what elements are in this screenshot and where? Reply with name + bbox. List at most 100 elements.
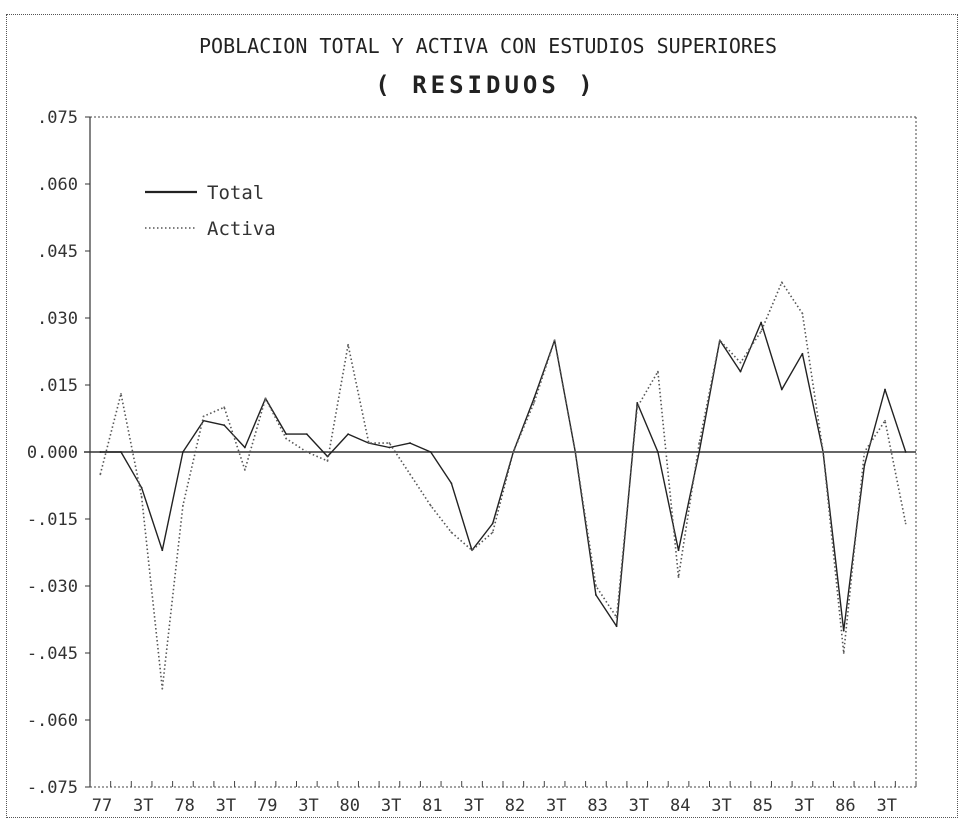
data-point-activa — [120, 393, 122, 395]
data-point-activa — [698, 442, 701, 444]
data-point-activa — [512, 451, 515, 453]
data-point-activa — [99, 473, 102, 476]
data-point-activa — [574, 451, 577, 453]
data-point-activa — [367, 442, 370, 444]
data-point-activa — [863, 451, 866, 453]
data-point-activa — [884, 419, 886, 422]
data-point-activa — [904, 522, 907, 525]
y-tick-label: .060 — [37, 175, 78, 195]
x-tick-label: 78 — [174, 796, 194, 816]
data-point-total — [842, 629, 845, 632]
x-tick-label: 3T — [876, 796, 896, 816]
data-point-total — [182, 451, 184, 453]
chart-frame — [6, 14, 958, 818]
y-tick-label: .045 — [37, 242, 78, 262]
data-point-activa — [533, 401, 535, 404]
data-point-activa — [842, 652, 845, 654]
y-tick-label: -.045 — [27, 644, 78, 664]
y-tick-label: .075 — [37, 108, 78, 128]
x-tick-label: 3T — [629, 796, 649, 816]
data-point-total — [760, 321, 763, 324]
x-tick-label: 3T — [298, 796, 318, 816]
data-point-total — [533, 397, 535, 400]
x-tick-label: 82 — [505, 796, 525, 816]
data-point-activa — [450, 531, 453, 534]
x-tick-label: 85 — [753, 796, 773, 816]
data-point-activa — [243, 468, 246, 471]
data-point-activa — [285, 437, 288, 440]
x-tick-label: 3T — [133, 796, 153, 816]
legend-label-activa: Activa — [207, 218, 276, 240]
data-point-activa — [760, 330, 763, 333]
data-point-total — [120, 451, 122, 453]
data-point-total — [305, 433, 308, 436]
legend-label-total: Total — [207, 182, 264, 204]
data-point-total — [780, 388, 783, 391]
data-point-activa — [677, 576, 680, 578]
data-point-activa — [347, 343, 350, 346]
data-point-activa — [388, 442, 391, 444]
x-tick-label: 83 — [587, 796, 607, 816]
data-point-activa — [822, 451, 824, 453]
data-point-activa — [491, 531, 494, 534]
x-tick-label: 80 — [340, 796, 360, 816]
data-point-total — [739, 370, 742, 373]
data-point-total — [285, 433, 288, 436]
x-tick-label: 84 — [670, 796, 690, 816]
data-point-total — [450, 482, 453, 485]
data-point-total — [863, 464, 866, 467]
data-point-activa — [553, 339, 556, 342]
data-point-activa — [615, 616, 618, 619]
data-point-activa — [636, 406, 639, 409]
data-point-activa — [471, 549, 473, 552]
y-tick-label: -.015 — [27, 510, 78, 530]
x-tick-label: 86 — [835, 796, 855, 816]
data-point-total — [243, 446, 246, 449]
data-point-activa — [718, 339, 721, 342]
data-point-total — [99, 451, 102, 453]
data-point-total — [656, 451, 659, 453]
x-tick-label: 81 — [422, 796, 442, 816]
data-point-total — [615, 625, 618, 628]
y-tick-label: -.075 — [27, 778, 78, 798]
x-tick-label: 3T — [546, 796, 566, 816]
data-point-activa — [780, 281, 783, 284]
x-tick-label: 79 — [257, 796, 277, 816]
data-point-activa — [202, 415, 205, 418]
data-point-activa — [305, 451, 308, 453]
data-point-activa — [739, 361, 742, 364]
x-tick-label: 3T — [463, 796, 483, 816]
x-tick-label: 77 — [92, 796, 112, 816]
series-line-activa — [99, 281, 907, 690]
data-point-total — [409, 442, 411, 444]
x-tick-label: 3T — [794, 796, 814, 816]
data-point-total — [491, 522, 494, 525]
data-point-total — [636, 401, 639, 404]
data-point-activa — [264, 397, 267, 400]
data-point-total — [347, 433, 350, 436]
data-point-total — [698, 451, 701, 453]
x-tick-label: 3T — [711, 796, 731, 816]
data-point-total — [161, 549, 164, 552]
data-point-activa — [326, 460, 329, 462]
data-point-total — [429, 451, 432, 453]
chart-subtitle: ( RESIDUOS ) — [375, 71, 596, 99]
data-point-activa — [223, 406, 226, 409]
data-point-activa — [801, 312, 804, 315]
y-tick-label: -.030 — [27, 577, 78, 597]
data-point-total — [595, 594, 597, 596]
x-tick-label: 3T — [381, 796, 401, 816]
series-line-total — [100, 321, 907, 632]
y-tick-label: .030 — [37, 309, 78, 329]
data-point-activa — [161, 687, 164, 690]
data-point-total — [388, 446, 391, 449]
data-point-total — [884, 388, 886, 391]
y-tick-label: -.060 — [27, 711, 78, 731]
data-point-activa — [140, 495, 143, 498]
data-point-total — [223, 424, 226, 427]
data-point-activa — [595, 585, 597, 587]
data-point-total — [801, 352, 804, 355]
data-point-activa — [182, 504, 184, 507]
data-point-total — [140, 486, 143, 489]
